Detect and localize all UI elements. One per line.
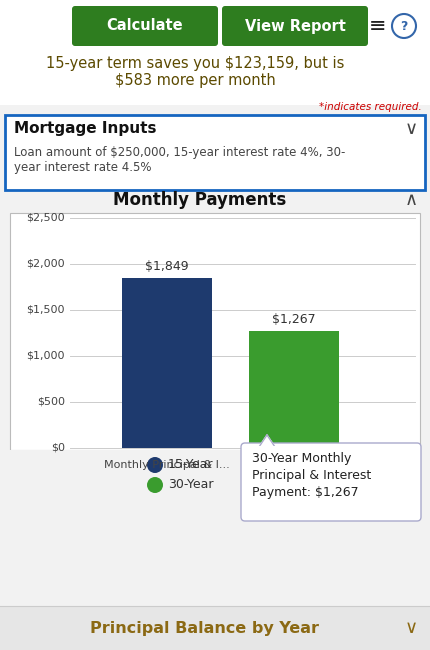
FancyBboxPatch shape [241, 443, 421, 521]
Bar [122, 278, 212, 448]
Text: ∧: ∧ [405, 191, 418, 209]
Bar [0, 606, 430, 650]
Bar [249, 332, 339, 448]
Bar [0, 450, 430, 502]
Circle shape [147, 477, 163, 493]
Text: $2,500: $2,500 [26, 213, 65, 223]
Text: ∨: ∨ [405, 619, 418, 637]
Text: Calculate: Calculate [107, 18, 183, 34]
Text: 30-Year: 30-Year [168, 478, 214, 491]
Text: $1,849: $1,849 [145, 260, 188, 273]
FancyBboxPatch shape [222, 6, 368, 46]
Text: 30-Year Monthly
Principal & Interest
Payment: $1,267: 30-Year Monthly Principal & Interest Pay… [252, 452, 371, 499]
Text: Mortgage Inputs: Mortgage Inputs [14, 122, 157, 136]
Text: $0: $0 [51, 443, 65, 453]
Text: ?: ? [400, 20, 408, 32]
Text: $1,267: $1,267 [273, 313, 316, 326]
Circle shape [392, 14, 416, 38]
Polygon shape [259, 435, 275, 447]
Text: $1,500: $1,500 [27, 305, 65, 315]
Text: $2,000: $2,000 [26, 259, 65, 269]
Text: Monthly Payments: Monthly Payments [114, 191, 287, 209]
Text: ≡: ≡ [369, 16, 387, 36]
Text: Monthly Principal & I...: Monthly Principal & I... [104, 460, 230, 470]
Text: Principal Balance by Year: Principal Balance by Year [90, 621, 319, 636]
Text: *indicates required.: *indicates required. [319, 102, 422, 112]
Bar [10, 213, 420, 450]
Bar [0, 0, 430, 105]
Text: View Report: View Report [245, 18, 345, 34]
Text: $1,000: $1,000 [27, 351, 65, 361]
Text: $500: $500 [37, 397, 65, 407]
Text: 15-year term saves you $123,159, but is
$583 more per month: 15-year term saves you $123,159, but is … [46, 56, 344, 88]
Text: Loan amount of $250,000, 15-year interest rate 4%, 30-
year interest rate 4.5%: Loan amount of $250,000, 15-year interes… [14, 146, 345, 174]
FancyBboxPatch shape [5, 115, 425, 190]
Circle shape [147, 457, 163, 473]
Text: 15-Year: 15-Year [168, 458, 214, 471]
Text: ∨: ∨ [405, 120, 418, 138]
Bar [0, 187, 430, 213]
FancyBboxPatch shape [72, 6, 218, 46]
